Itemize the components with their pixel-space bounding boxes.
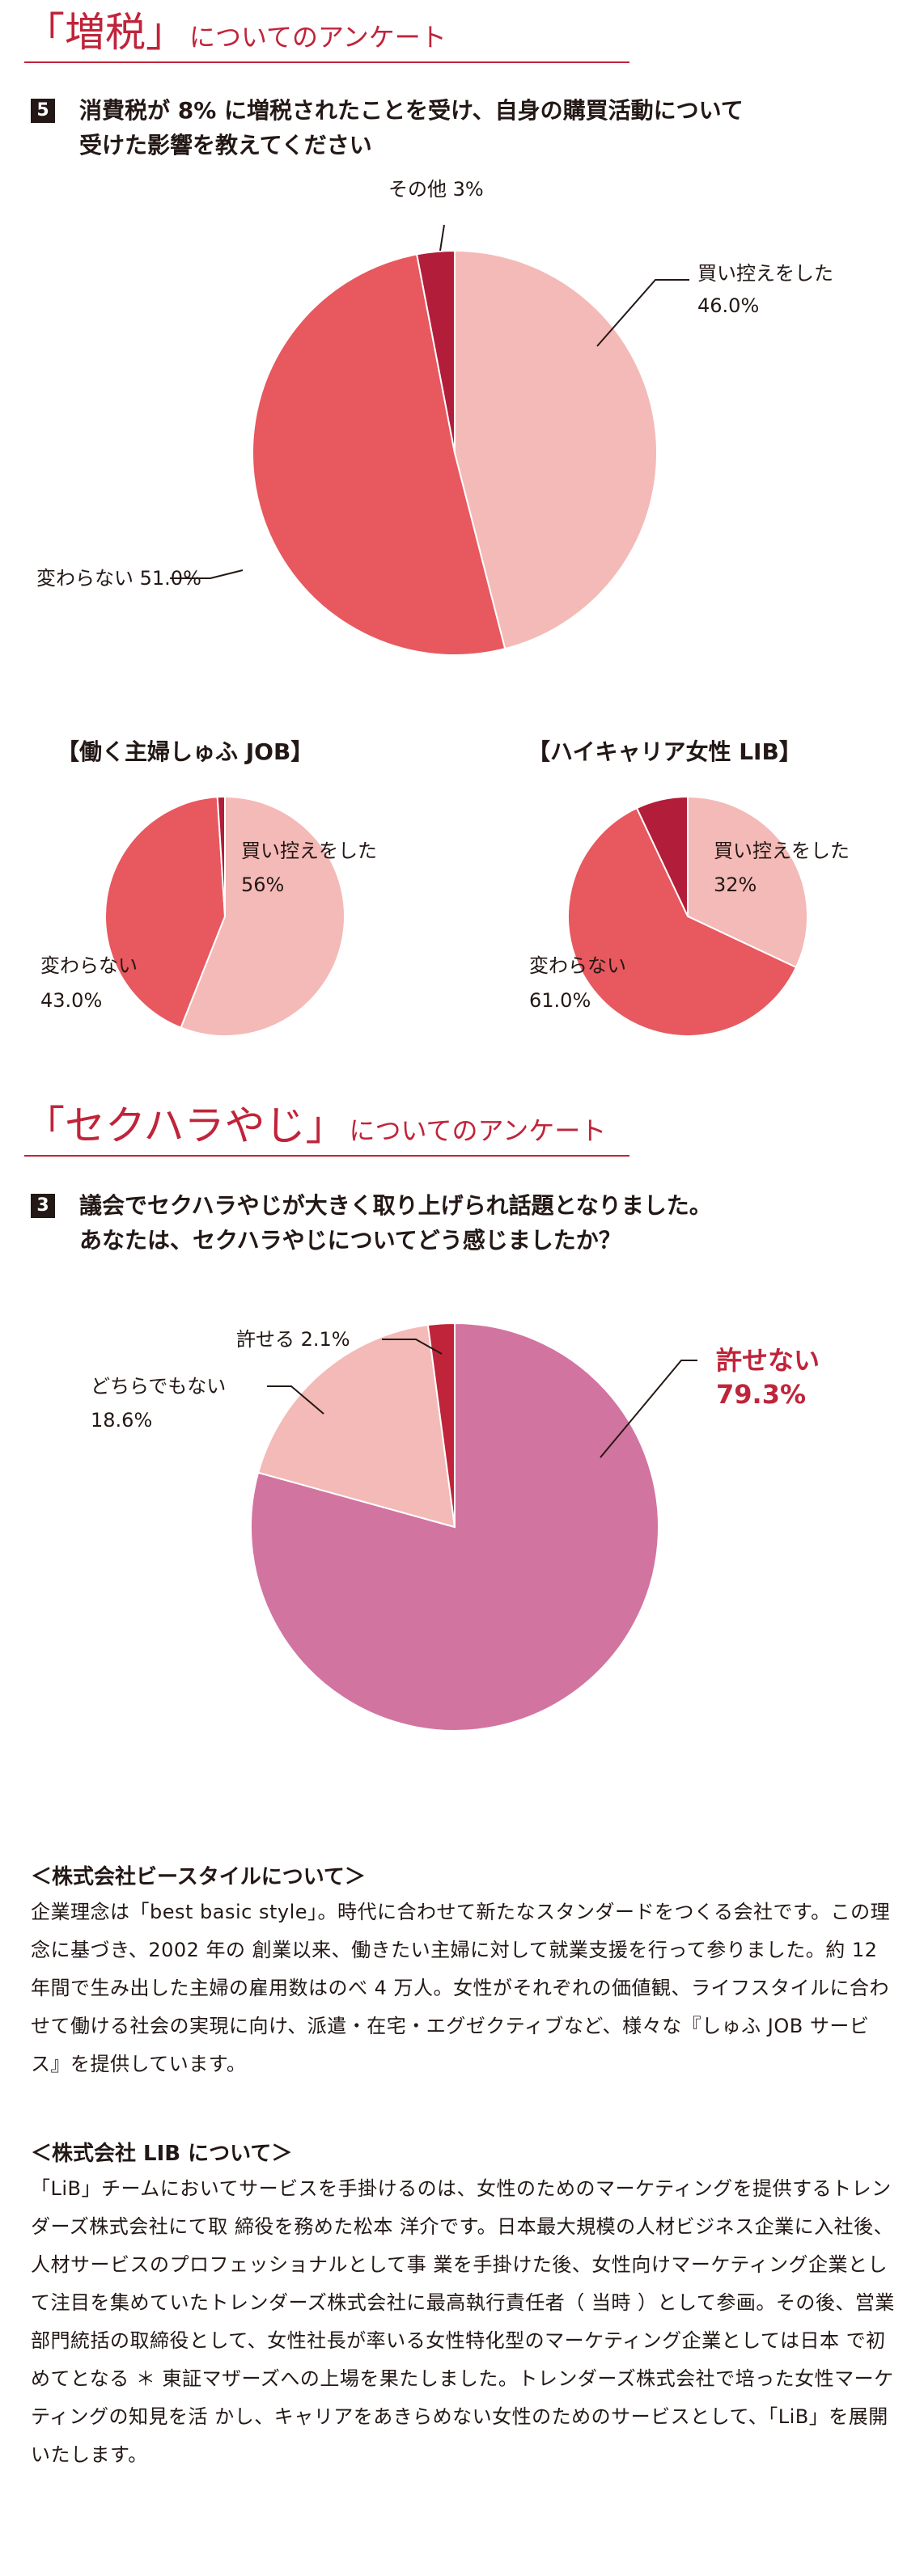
tax-section-rule: [24, 61, 629, 63]
tax-main-pie-chart: その他 3% 買い控えをした 46.0% 変わらない 51.0%: [36, 178, 833, 656]
label-buy: 買い控えをした: [241, 840, 377, 862]
harassment-section-title-sub: についてのアンケート: [349, 1115, 607, 1146]
label-same: 変わらない: [529, 954, 626, 977]
shufu-job-title: 【働く主婦しゅふ JOB】: [57, 738, 314, 765]
tax-section-title-main: 「増税」: [24, 9, 186, 56]
pie-slice-買い控えをした: [180, 795, 345, 1037]
pie-slice-変わらない: [252, 253, 507, 656]
about-lib-body: 「LiB」チームにおいてサービスを手掛けるのは、女性のためのマーケティングを提供…: [31, 2177, 895, 2466]
label-other: その他 3%: [388, 178, 484, 201]
leader-line-neutral: [267, 1385, 324, 1415]
pie-slices: [104, 795, 345, 1037]
leader-line-forgivable: [382, 1339, 443, 1355]
shufu-job-pie-chart: 買い控えをした 56% 変わらない 43.0%: [40, 795, 377, 1037]
about-bstyle-body: 企業理念は「best basic style」。時代に合わせて新たなスタンダード…: [31, 1901, 891, 2075]
harassment-section-title: 「セクハラやじ」 についてのアンケート: [24, 1093, 606, 1152]
harassment-question-number: 3: [31, 1194, 55, 1218]
label-unforgivable: 許せない: [716, 1345, 820, 1376]
leader-line-buy: [596, 279, 689, 347]
pie-slice-買い控えをした: [454, 249, 658, 650]
harassment-section-rule: [24, 1155, 629, 1157]
pie-slices: [567, 795, 808, 1037]
value-buy: 32%: [714, 873, 757, 896]
pie-slices: [250, 1322, 659, 1732]
label-buy: 買い控えをした: [697, 262, 833, 285]
high-career-lib-title: 【ハイキャリア女性 LIB】: [528, 738, 802, 765]
tax-section-title: 「増税」 についてのアンケート: [24, 0, 447, 58]
pie-slice-other: [216, 795, 226, 917]
value-neutral: 18.6%: [91, 1409, 152, 1432]
leader-line-same: [170, 569, 244, 579]
label-forgivable: 許せる 2.1%: [236, 1328, 350, 1351]
harassment-question-line2: あなたは、セクハラやじについてどう感じましたか？: [79, 1227, 621, 1254]
leader-line-other: [439, 224, 445, 252]
tax-question-text: 消費税が 8% に増税されたことを受け、自身の購買活動について 受けた影響を教え…: [79, 93, 888, 163]
value-same: 61.0%: [529, 989, 591, 1012]
value-unforgivable: 79.3%: [716, 1379, 806, 1410]
pie-slice-どちらでもない: [256, 1324, 456, 1529]
tax-question-line2: 受けた影響を教えてください: [79, 132, 372, 159]
about-lib-heading: ＜株式会社 LIB について＞: [31, 2142, 293, 2166]
pie-slice-許せる: [426, 1322, 456, 1528]
about-bstyle-heading: ＜株式会社ビースタイルについて＞: [31, 1865, 366, 1889]
pie-slice-変わらない: [567, 806, 798, 1037]
about-bstyle: ＜株式会社ビースタイルについて＞ 企業理念は「best basic style」…: [31, 1860, 896, 2083]
label-same: 変わらない: [40, 954, 138, 977]
tax-question-number: 5: [31, 99, 55, 123]
harassment-pie-chart: 許せる 2.1% どちらでもない 18.6% 許せない 79.3%: [91, 1322, 820, 1732]
tax-section-title-sub: についてのアンケート: [189, 22, 447, 53]
high-career-pie-chart: 買い控えをした 32% 変わらない 61.0%: [529, 795, 850, 1037]
tax-question-line1: 消費税が 8% に増税されたことを受け、自身の購買活動について: [79, 97, 744, 124]
value-same: 43.0%: [40, 989, 102, 1012]
pie-slice-other: [635, 795, 689, 917]
value-buy: 56%: [241, 873, 284, 896]
label-buy: 買い控えをした: [714, 840, 850, 862]
pie-slice-買い控えをした: [687, 795, 808, 969]
label-neutral: どちらでもない: [91, 1375, 226, 1398]
pie-slices: [252, 249, 658, 656]
harassment-section-title-main: 「セクハラやじ」: [24, 1102, 346, 1149]
pie-slice-その他: [415, 249, 456, 454]
leader-line-unforgivable: [600, 1360, 697, 1458]
label-same: 変わらない 51.0%: [36, 567, 201, 590]
pie-slice-変わらない: [104, 796, 227, 1029]
about-lib: ＜株式会社 LIB について＞ 「LiB」チームにおいてサービスを手掛けるのは、…: [31, 2137, 896, 2474]
harassment-question-line1: 議会でセクハラやじが大きく取り上げられ話題となりました。: [79, 1192, 712, 1219]
value-buy: 46.0%: [697, 294, 759, 317]
harassment-question-text: 議会でセクハラやじが大きく取り上げられ話題となりました。 あなたは、セクハラやじ…: [79, 1188, 888, 1258]
